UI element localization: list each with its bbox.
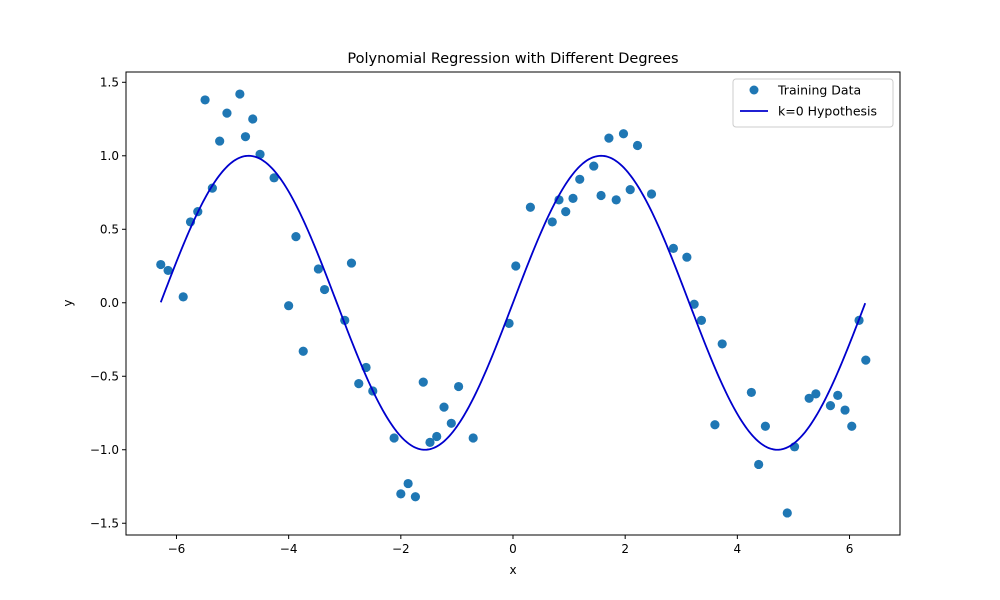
y-tick-label: −0.5 (90, 369, 119, 383)
legend: Training Data k=0 Hypothesis (732, 78, 894, 128)
scatter-point (418, 377, 428, 387)
scatter-point (575, 174, 585, 184)
scatter-point (346, 258, 357, 268)
scatter-point (589, 161, 599, 171)
scatter-point (618, 129, 629, 139)
scatter-point (811, 389, 821, 399)
scatter-point (313, 264, 323, 274)
x-tick-label: 0 (509, 542, 517, 556)
scatter-point (554, 195, 564, 205)
scatter-point (255, 149, 265, 159)
scatter-point (833, 390, 843, 400)
scatter-point (804, 393, 814, 403)
y-tick-label: −1.5 (90, 516, 119, 530)
legend-box (732, 78, 894, 128)
chart-title: Polynomial Regression with Different Deg… (347, 51, 678, 67)
scatter-point (235, 89, 245, 99)
scatter-point (861, 355, 871, 365)
scatter-point (222, 108, 232, 118)
scatter-point (568, 193, 578, 204)
scatter-point (269, 173, 279, 183)
data-layer (156, 89, 871, 518)
y-tick-label: 0.5 (100, 222, 119, 236)
scatter-point (525, 202, 535, 212)
scatter-point (840, 405, 850, 415)
scatter-point (403, 478, 413, 489)
scatter-point (668, 243, 679, 253)
x-tick-label: −6 (168, 542, 186, 556)
scatter-point (432, 431, 442, 442)
scatter-point (319, 284, 330, 295)
scatter-point (682, 252, 692, 262)
y-tick-label: 1.0 (100, 149, 119, 163)
scatter-point (354, 379, 364, 389)
x-axis: −6 −4 −2 0 2 4 6 (168, 535, 854, 556)
scatter-point (439, 402, 449, 412)
scatter-point (215, 136, 225, 146)
hypothesis-line (159, 154, 867, 451)
scatter-point (248, 114, 258, 124)
scatter-point (389, 433, 399, 443)
scatter-point (240, 132, 251, 142)
scatter-point (410, 492, 421, 502)
scatter-point (596, 190, 606, 201)
y-tick-label: 0.0 (100, 296, 119, 310)
scatter-point (511, 261, 521, 271)
scatter-point (754, 459, 764, 470)
scatter-point (163, 265, 173, 276)
scatter-point (632, 140, 643, 151)
y-axis-label: y (61, 299, 75, 306)
scatter-point (561, 207, 571, 217)
scatter-point (717, 339, 727, 349)
scatter-point (425, 437, 435, 447)
scatter-point (178, 292, 188, 302)
scatter-point (782, 508, 792, 518)
scatter-point (200, 95, 210, 105)
legend-label-training-data: Training Data (777, 83, 861, 98)
scatter-point (396, 489, 406, 499)
scatter-point (604, 133, 614, 143)
x-axis-label: x (509, 563, 516, 577)
scatter-point (547, 217, 557, 227)
scatter-point (468, 433, 478, 443)
plot-area (125, 71, 901, 536)
scatter-point (825, 401, 836, 411)
x-tick-label: 2 (621, 542, 629, 556)
scatter-point (446, 418, 456, 428)
scatter-point (156, 259, 166, 270)
scatter-point (298, 346, 308, 356)
legend-label-hypothesis: k=0 Hypothesis (778, 104, 877, 119)
scatter-point (710, 420, 720, 430)
scatter-point (696, 315, 707, 325)
scatter-point (611, 195, 621, 205)
x-tick-label: −2 (392, 542, 410, 556)
scatter-point (847, 421, 857, 431)
scatter-point (760, 421, 770, 431)
scatter-point (284, 301, 294, 311)
scatter-point (746, 387, 756, 398)
y-axis: −1.5 −1.0 −0.5 0.0 0.5 1.0 1.5 (90, 75, 126, 530)
x-tick-label: 4 (734, 542, 742, 556)
scatter-point (291, 232, 301, 242)
scatter-point (646, 189, 657, 199)
y-tick-label: −1.0 (90, 443, 119, 457)
x-tick-label: −4 (280, 542, 298, 556)
scatter-point (689, 299, 699, 309)
y-tick-label: 1.5 (100, 75, 119, 89)
scatter-point (454, 381, 464, 392)
scatter-point (625, 184, 635, 195)
x-tick-label: 6 (846, 542, 854, 556)
legend-marker-training-data (749, 85, 759, 95)
